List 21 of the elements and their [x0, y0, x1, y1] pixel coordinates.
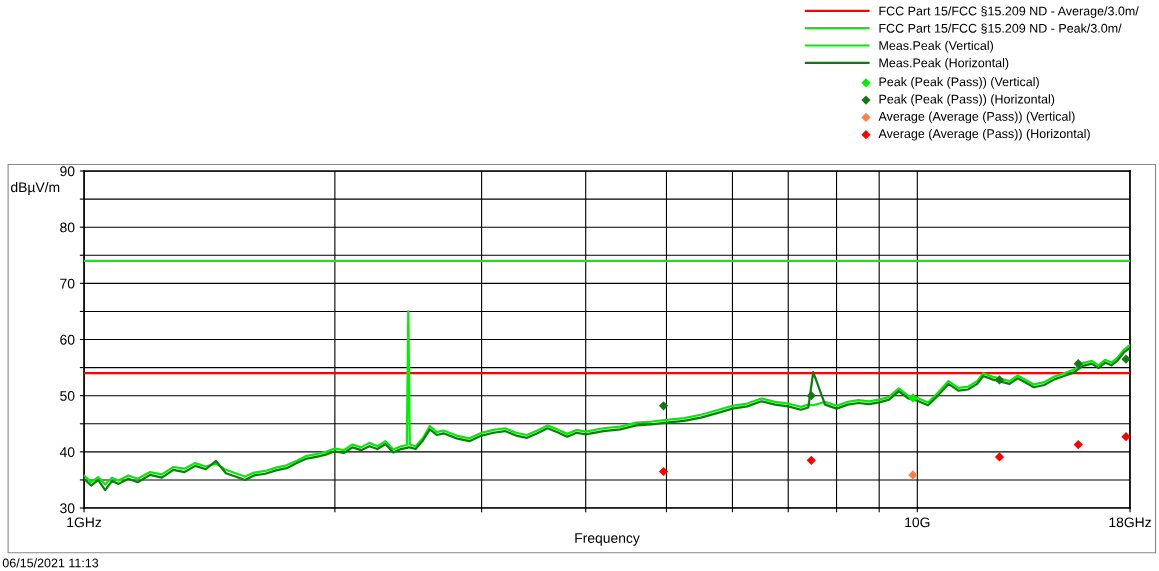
- legend-label: FCC Part 15/FCC §15.209 ND - Peak/3.0m/: [879, 23, 1122, 34]
- y-tick-label: 70: [60, 278, 75, 289]
- legend-label: Meas.Peak (Vertical): [879, 40, 994, 53]
- y-tick-label: 50: [60, 391, 75, 401]
- legend-label: FCC Part 15/FCC §15.209 ND - Average/3.0m/: [879, 6, 1139, 18]
- y-tick-label: 40: [59, 447, 75, 458]
- y-tick-label: 90: [60, 166, 75, 177]
- legend-label: Average (Average (Pass)) (Vertical): [878, 111, 1075, 124]
- x-axis-title: Frequency: [575, 533, 640, 546]
- x-tick-label: 1GHz: [67, 517, 102, 528]
- y-tick-label: 80: [60, 222, 75, 233]
- legend-label: Peak (Peak (Pass)) (Vertical): [879, 77, 1039, 89]
- x-tick-label: 18GHz: [1109, 517, 1151, 528]
- legend-label: Peak (Peak (Pass)) (Horizontal): [879, 94, 1055, 106]
- legend-label: Average (Average (Pass)) (Horizontal): [878, 128, 1090, 141]
- text: 06/15/2021 11:13: [2, 558, 99, 568]
- x-tick-label: 10G: [905, 517, 930, 528]
- y-tick-label: 30: [60, 503, 75, 514]
- legend-label: Meas.Peak (Horizontal): [879, 58, 1009, 70]
- y-tick-label: 60: [60, 334, 75, 345]
- y-axis-title: dBµV/m: [11, 181, 60, 195]
